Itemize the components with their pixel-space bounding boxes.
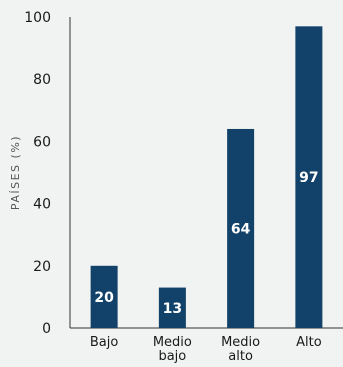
bar	[227, 128, 255, 328]
bars-group: 20 13 64 97	[90, 26, 323, 329]
y-axis-ticks: 0 20 40 60 80 100	[24, 10, 51, 337]
bar	[295, 26, 323, 329]
bar	[90, 265, 118, 328]
x-category-label: Alto	[296, 335, 322, 350]
x-category-label: Bajo	[90, 335, 118, 350]
x-category-label: bajo	[158, 349, 186, 364]
x-category-label: Medio	[153, 335, 192, 350]
bar-value-label: 13	[163, 301, 182, 317]
bar-value-label: 20	[94, 290, 114, 306]
x-category-label: alto	[228, 349, 253, 364]
y-tick-label: 100	[24, 10, 51, 26]
bar-value-label: 97	[299, 170, 318, 186]
y-tick-label: 20	[33, 259, 51, 275]
bar	[158, 287, 186, 328]
bar-value-label: 64	[231, 221, 251, 237]
y-axis-title: PAÍSES (%)	[9, 135, 22, 210]
x-category-label: Medio	[221, 335, 260, 350]
y-tick-label: 80	[33, 72, 51, 88]
y-tick-label: 60	[33, 134, 51, 150]
y-tick-label: 0	[42, 321, 51, 337]
y-tick-label: 40	[33, 197, 51, 213]
